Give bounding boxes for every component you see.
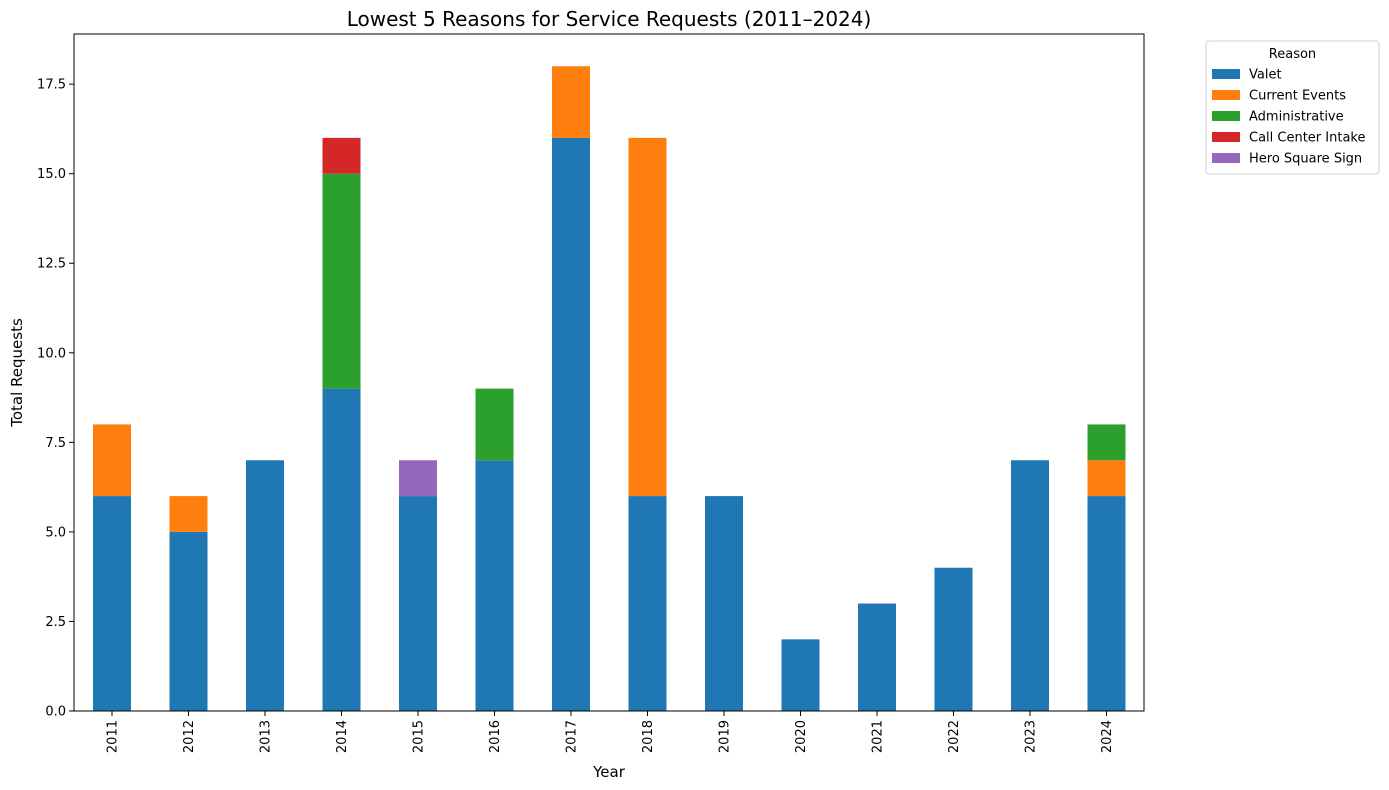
legend-swatch-administrative [1212,111,1240,121]
bar-2016-administrative [475,388,514,461]
bar-2016-valet [475,460,514,711]
y-tick-label: 0.0 [45,705,66,720]
bar-2015-valet [399,496,437,711]
legend-title: Reason [1269,47,1316,62]
bar-2024-current-events [1087,460,1126,497]
legend-label-valet: Valet [1249,68,1282,83]
bar-2015-hero-square-sign [399,460,437,497]
x-tick-label-2018: 2018 [641,720,656,753]
y-tick-label: 15.0 [37,167,66,182]
legend-label-hero-square-sign: Hero Square Sign [1249,152,1362,167]
x-tick-label-2024: 2024 [1100,720,1115,753]
y-tick-label: 12.5 [37,257,66,272]
bar-2020-valet [781,639,820,711]
legend-swatch-current-events [1212,90,1240,100]
legend-swatch-call-center-intake [1212,132,1240,142]
legend-label-current-events: Current Events [1249,89,1346,104]
y-tick-label: 2.5 [45,615,66,630]
bar-2024-administrative [1087,424,1126,461]
plot-frame [73,33,1145,712]
legend-box [1205,40,1380,175]
bar-2022-valet [934,567,973,711]
bar-2023-valet [1011,460,1049,711]
bar-2013-valet [246,460,284,711]
x-tick-label-2016: 2016 [488,720,503,753]
bar-2014-administrative [322,173,361,389]
bar-2017-current-events [552,66,590,138]
bar-2014-valet [322,388,361,711]
y-tick-label: 7.5 [45,436,66,451]
bar-2012-valet [169,531,208,711]
bar-2021-valet [858,603,896,711]
x-tick-label-2021: 2021 [871,720,886,753]
y-axis-title: Total Requests [8,318,26,428]
x-tick-label-2013: 2013 [259,720,274,753]
bar-2011-current-events [93,424,131,497]
x-tick-label-2012: 2012 [182,720,197,753]
chart-title: Lowest 5 Reasons for Service Requests (2… [347,7,872,31]
legend-swatch-valet [1212,69,1240,79]
bar-2014-call-center-intake [322,137,361,174]
legend-swatch-hero-square-sign [1212,153,1240,163]
bar-2017-valet [552,137,590,712]
x-axis: 2011 2012 2013 2014 2015 2016 2017 2018 2019 2020… [106,711,1115,753]
x-tick-label-2020: 2020 [794,720,809,753]
legend-label-call-center-intake: Call Center Intake [1249,131,1366,146]
bar-2012-current-events [169,496,208,532]
y-tick-label: 10.0 [37,346,66,361]
x-tick-label-2011: 2011 [106,720,121,753]
bar-2018-valet [628,496,667,711]
bar-2019-valet [705,496,743,711]
bar-2011-valet [93,496,131,711]
x-tick-label-2017: 2017 [565,720,580,753]
y-axis: 0.0 2.5 5.0 7.5 10.0 12.5 15.0 17.5 [37,78,74,720]
x-tick-label-2015: 2015 [412,720,427,753]
bar-2024-valet [1087,496,1126,711]
x-tick-label-2022: 2022 [947,720,962,753]
x-tick-label-2023: 2023 [1024,720,1039,753]
y-tick-label: 17.5 [37,78,66,93]
x-tick-label-2019: 2019 [718,720,733,753]
bar-2018-current-events [628,137,667,497]
x-tick-label-2014: 2014 [335,720,350,753]
bars-layer [93,66,1126,712]
legend-label-administrative: Administrative [1249,110,1344,125]
x-axis-title: Year [592,763,626,781]
y-tick-label: 5.0 [45,525,66,540]
legend-items: Valet Current Events Administrative Call Ce… [1212,68,1366,167]
legend: Reason Valet Current Events Administrative… [1205,40,1380,175]
